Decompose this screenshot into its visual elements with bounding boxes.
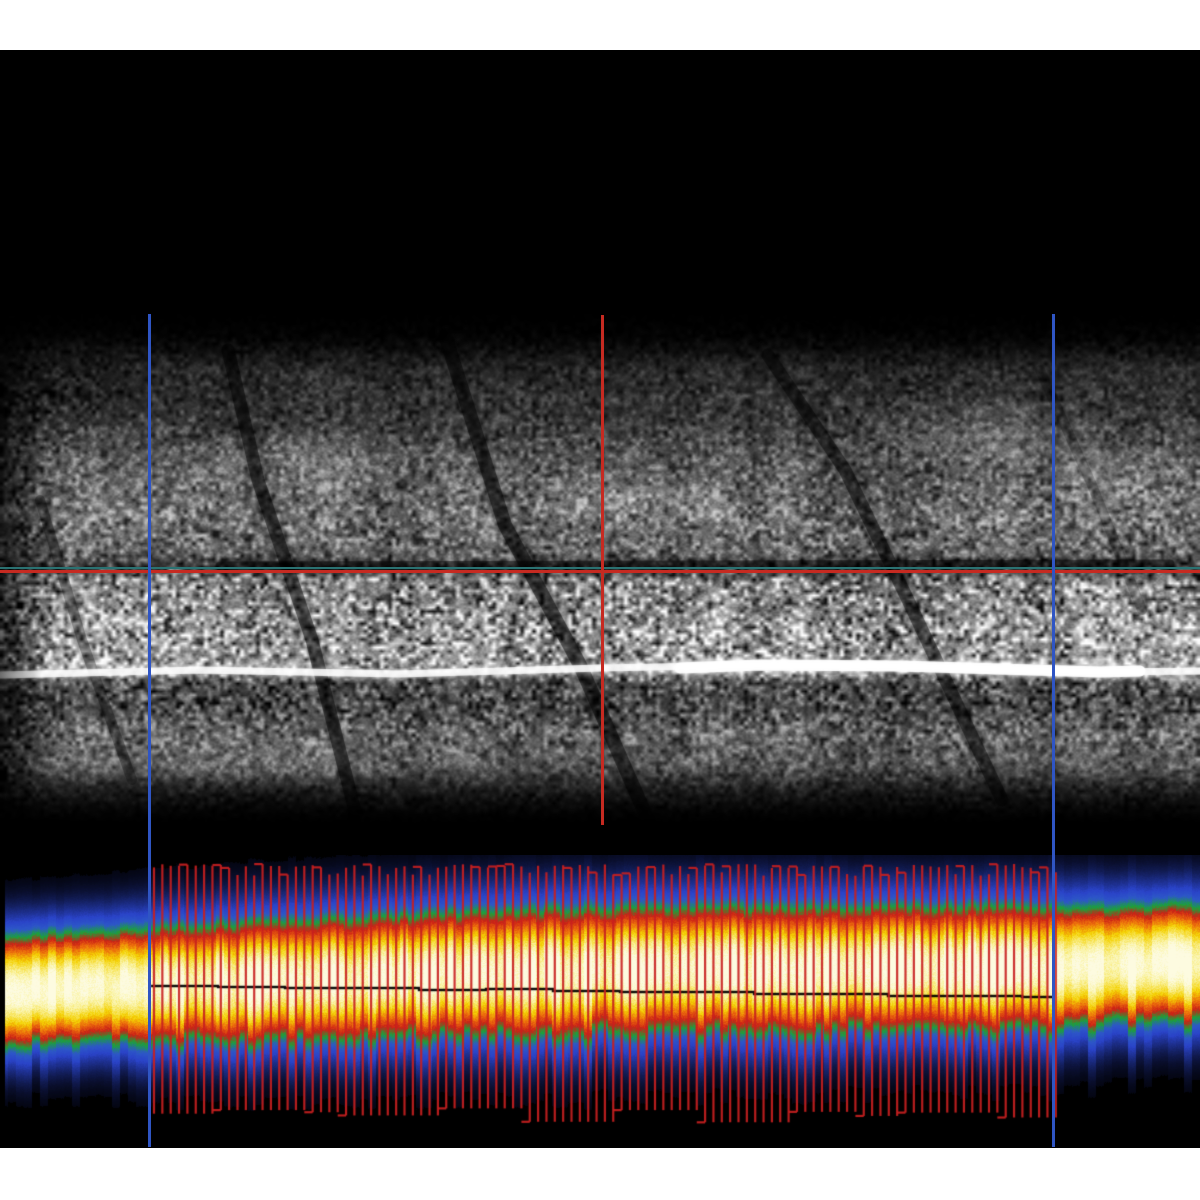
left-blue-marker-line[interactable] [148,314,151,1147]
red-comb-overlay [0,855,1200,1155]
top-white-strip [0,0,1200,50]
horizontal-teal-cursor-line[interactable] [0,567,1200,569]
bottom-white-strip [0,1148,1200,1200]
horizontal-red-cursor-line[interactable] [0,570,1200,573]
right-blue-marker-line[interactable] [1052,314,1055,1147]
vertical-red-cursor-line[interactable] [601,315,604,825]
viewer-black-area [0,50,1200,1155]
